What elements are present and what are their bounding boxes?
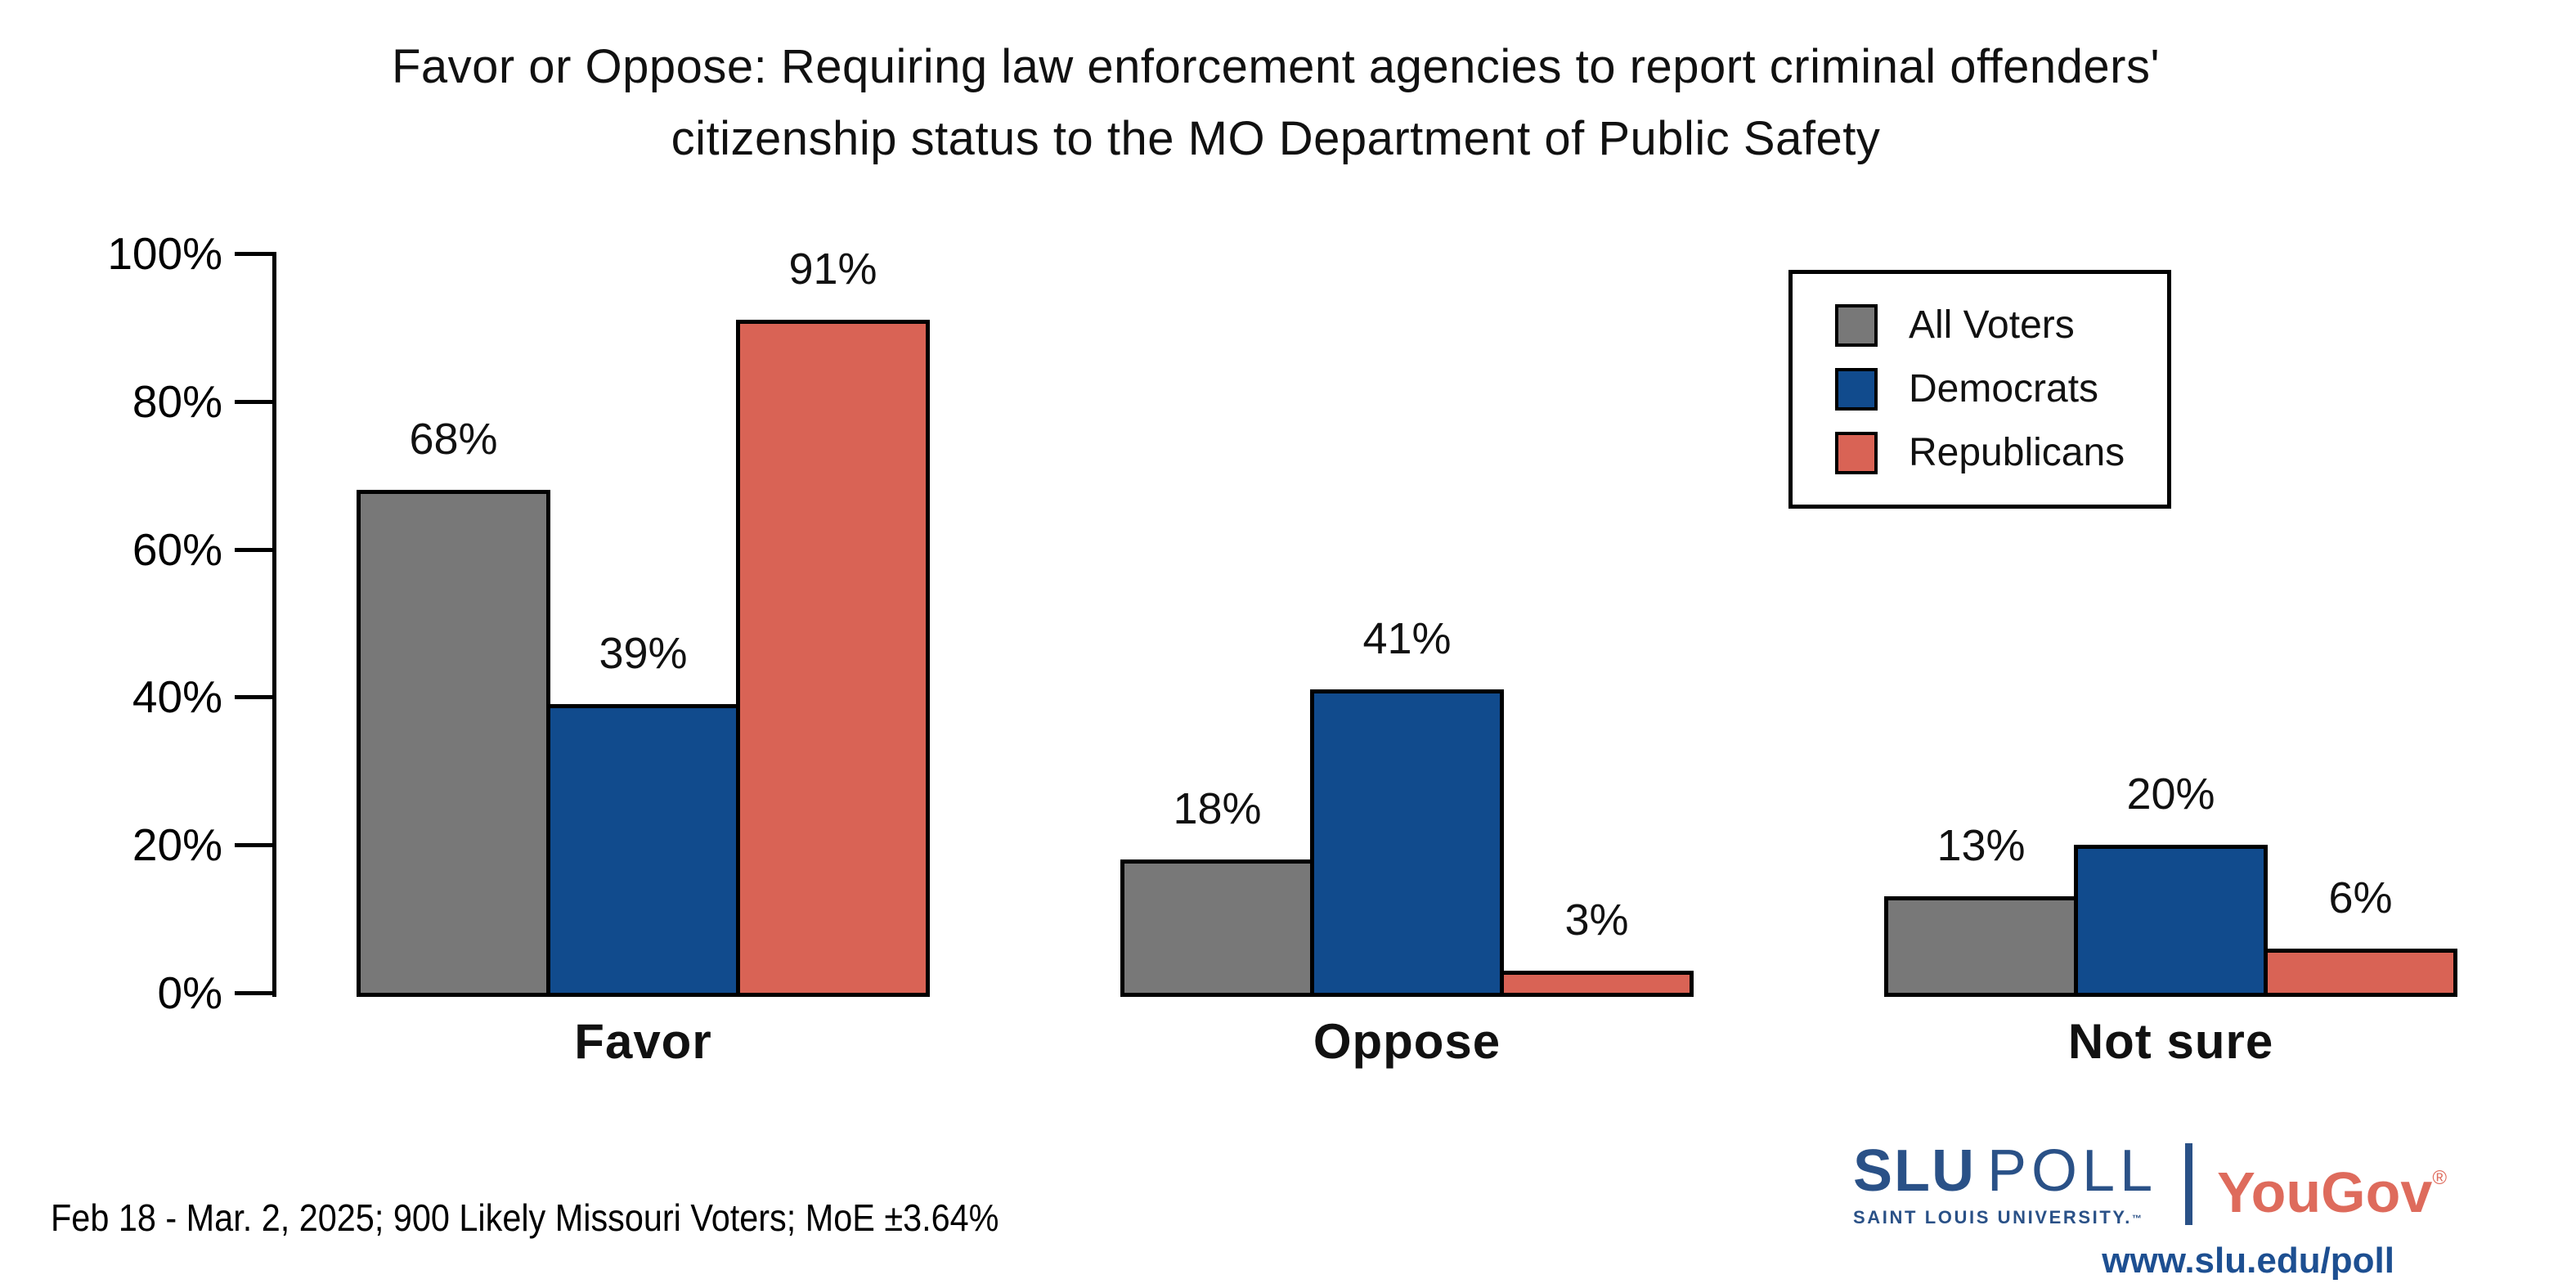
y-axis-line: [272, 252, 276, 997]
yougov-text: YouGov: [2217, 1160, 2433, 1224]
bar-favor-democrats: [546, 704, 740, 997]
y-axis-tick: [235, 991, 272, 995]
chart-title: Favor or Oppose: Requiring law enforceme…: [0, 31, 2551, 175]
branding-block: SLU POLL SAINT LOUIS UNIVERSITY.™ YouGov®…: [1853, 1142, 2447, 1281]
value-label-not-sure-all-voters: 13%: [1936, 821, 2026, 871]
yougov-logo: YouGov®: [2217, 1150, 2447, 1221]
bar-oppose-democrats: [1310, 689, 1504, 997]
category-label-not-sure: Not sure: [2067, 1014, 2274, 1069]
legend-swatch-all-voters: [1835, 304, 1878, 347]
legend-swatch-democrats: [1835, 368, 1878, 411]
registered-symbol: ®: [2432, 1167, 2447, 1189]
bar-favor-all-voters: [357, 490, 550, 997]
y-axis-tick: [235, 252, 272, 256]
y-axis-tick-label: 20%: [132, 819, 222, 871]
legend-label-all-voters: All Voters: [1909, 303, 2075, 347]
value-label-not-sure-democrats: 20%: [2126, 770, 2215, 819]
bar-oppose-all-voters: [1120, 859, 1314, 997]
value-label-not-sure-republicans: 6%: [2328, 873, 2393, 922]
legend-item-republicans: Republicans: [1835, 432, 2167, 474]
value-label-oppose-republicans: 3%: [1564, 895, 1629, 945]
value-label-oppose-democrats: 41%: [1362, 614, 1452, 664]
logo-row: SLU POLL SAINT LOUIS UNIVERSITY.™ YouGov®: [1853, 1142, 2447, 1229]
y-axis-tick: [235, 843, 272, 848]
legend-item-democrats: Democrats: [1835, 368, 2167, 411]
y-axis-tick-label: 80%: [132, 375, 222, 427]
y-axis-tick: [235, 399, 272, 404]
category-label-favor: Favor: [574, 1014, 712, 1069]
y-axis-tick-label: 60%: [132, 523, 222, 575]
legend-item-all-voters: All Voters: [1835, 304, 2167, 347]
trademark-symbol: ™: [2131, 1213, 2144, 1224]
slu-subtitle: SAINT LOUIS UNIVERSITY.™: [1853, 1207, 2144, 1229]
x-axis-baseline-not-sure: [1884, 993, 2457, 997]
y-axis-tick-label: 0%: [157, 967, 223, 1018]
source-note: Feb 18 - Mar. 2, 2025; 900 Likely Missou…: [51, 1196, 999, 1239]
slu-subtitle-text: SAINT LOUIS UNIVERSITY.: [1853, 1207, 2132, 1227]
logo-divider: [2185, 1143, 2193, 1225]
legend-label-democrats: Democrats: [1909, 367, 2099, 411]
bar-not-sure-democrats: [2074, 845, 2268, 997]
bar-not-sure-republicans: [2264, 948, 2457, 997]
y-axis-tick-label: 100%: [107, 228, 222, 279]
chart-title-line1: Favor or Oppose: Requiring law enforceme…: [391, 40, 2161, 93]
x-axis-baseline-favor: [357, 993, 930, 997]
chart-title-line2: citizenship status to the MO Department …: [671, 112, 1881, 165]
slu-poll-logo: SLU POLL SAINT LOUIS UNIVERSITY.™: [1853, 1142, 2157, 1229]
y-axis-tick-label: 40%: [132, 671, 222, 723]
slu-text: SLU: [1853, 1138, 1977, 1204]
value-label-favor-all-voters: 68%: [409, 415, 498, 464]
slu-poll-url: www.slu.edu/poll: [2102, 1241, 2394, 1281]
y-axis-tick: [235, 547, 272, 552]
bar-not-sure-all-voters: [1884, 896, 2078, 997]
legend: All Voters Democrats Republicans: [1788, 270, 2171, 509]
value-label-favor-democrats: 39%: [599, 629, 688, 679]
value-label-oppose-all-voters: 18%: [1173, 784, 1262, 834]
y-axis-tick: [235, 695, 272, 700]
x-axis-baseline-oppose: [1120, 993, 1694, 997]
bar-favor-republicans: [736, 320, 930, 997]
legend-label-republicans: Republicans: [1909, 431, 2125, 474]
value-label-favor-republicans: 91%: [788, 245, 877, 294]
poll-text: POLL: [1987, 1138, 2158, 1204]
category-label-oppose: Oppose: [1313, 1014, 1501, 1069]
legend-swatch-republicans: [1835, 432, 1878, 474]
slu-poll-wordmark: SLU POLL: [1853, 1142, 2157, 1200]
